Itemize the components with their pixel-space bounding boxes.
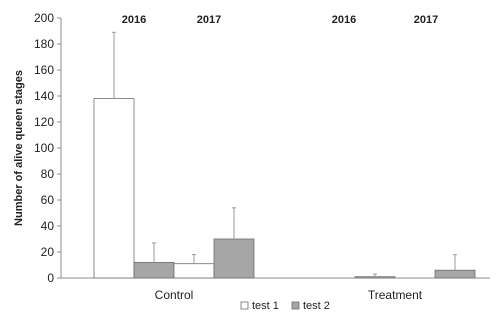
y-axis-label: Number of alive queen stages xyxy=(13,70,25,226)
y-tick-label: 140 xyxy=(34,89,54,103)
legend: test 1 test 2 xyxy=(240,300,330,312)
year-label: 2017 xyxy=(197,14,221,26)
bar-treatment-2017-test-2 xyxy=(434,269,476,279)
x-group-label: Treatment xyxy=(368,288,423,302)
year-label: 2016 xyxy=(122,14,146,26)
year-label: 2016 xyxy=(332,14,356,26)
y-tick-label: 160 xyxy=(34,63,54,77)
y-tick-label: 20 xyxy=(41,245,55,259)
bar-control-2017-test-1 xyxy=(173,263,215,279)
bar-control-2016-test-1 xyxy=(93,98,135,279)
y-tick-label: 60 xyxy=(41,193,55,207)
legend-swatch-test-1 xyxy=(240,301,249,310)
bar-treatment-2016-test-2 xyxy=(354,276,396,279)
bar-control-2016-test-2 xyxy=(133,261,175,279)
legend-label-test-2: test 2 xyxy=(303,300,330,312)
y-tick-label: 0 xyxy=(47,271,54,285)
y-tick-label: 80 xyxy=(41,167,55,181)
y-tick-label: 100 xyxy=(34,141,54,155)
x-group-label: Control xyxy=(155,288,194,302)
y-tick-label: 180 xyxy=(34,37,54,51)
bar-control-2017-test-2 xyxy=(213,238,255,279)
year-label: 2017 xyxy=(414,14,438,26)
y-tick-label: 120 xyxy=(34,115,54,129)
legend-label-test-1: test 1 xyxy=(252,300,279,312)
y-tick-label: 40 xyxy=(41,219,55,233)
legend-swatch-test-2 xyxy=(291,301,300,310)
y-tick-label: 200 xyxy=(34,11,54,25)
